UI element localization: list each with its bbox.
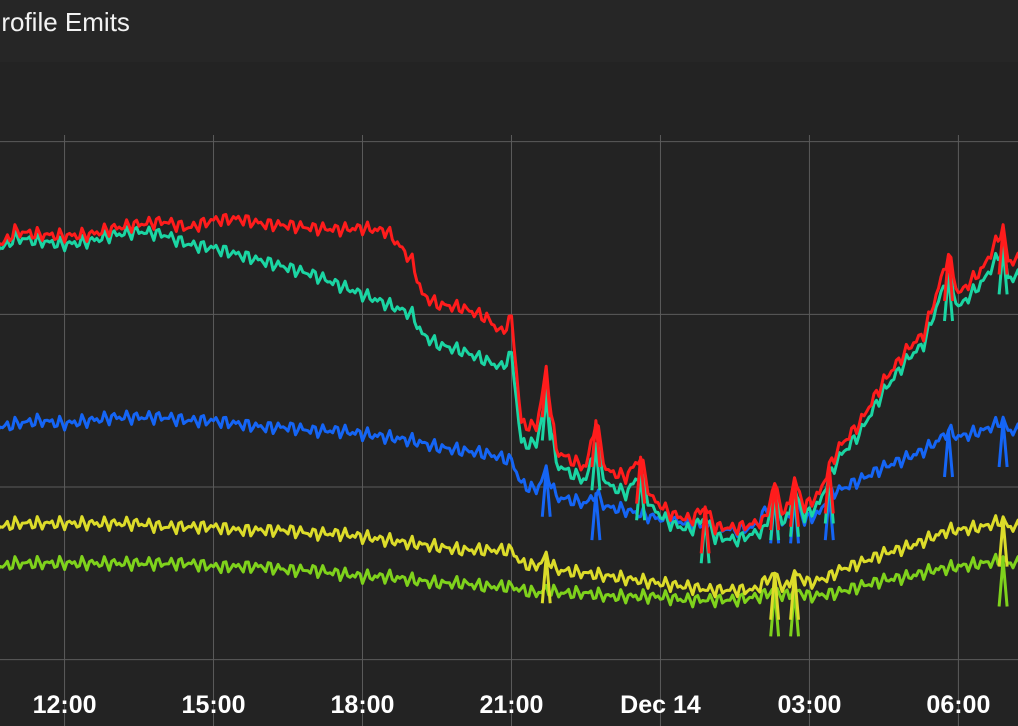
series-line xyxy=(0,225,1018,548)
series-spike xyxy=(769,482,781,531)
x-tick-label: 18:00 xyxy=(331,691,395,719)
x-tick-label: 03:00 xyxy=(777,691,841,719)
series-spike xyxy=(823,465,835,514)
series-spike xyxy=(590,419,602,468)
series-spike xyxy=(997,246,1009,295)
series-spike xyxy=(540,392,552,441)
x-tick-label: 06:00 xyxy=(926,691,990,719)
series-spike xyxy=(540,555,552,604)
series-spike xyxy=(997,419,1009,468)
series-spike xyxy=(769,571,781,620)
series-spike xyxy=(789,571,800,620)
series-spike xyxy=(943,429,954,478)
grid xyxy=(0,135,1018,726)
series-spike xyxy=(943,253,954,302)
series-spike xyxy=(590,492,602,541)
series-spike xyxy=(540,369,552,418)
series-spike xyxy=(789,478,800,527)
series-group xyxy=(0,213,1018,637)
x-tick-label: 12:00 xyxy=(33,691,97,719)
series-line xyxy=(0,514,1018,599)
series-spike xyxy=(997,518,1009,567)
series-spike xyxy=(590,442,602,491)
series-spike xyxy=(699,505,711,554)
x-tick-label: Dec 14 xyxy=(620,691,701,719)
series-spike xyxy=(540,468,552,517)
x-axis: 12:00 15:00 18:00 21:00 Dec 14 03:00 06:00 xyxy=(33,691,991,719)
series-spike xyxy=(997,558,1009,607)
series-line xyxy=(0,213,1018,536)
series-line xyxy=(0,552,1018,609)
series-spike xyxy=(635,455,647,504)
x-tick-label: 15:00 xyxy=(182,691,246,719)
series-spike xyxy=(943,273,954,322)
panel-title: Profile Emits xyxy=(0,7,130,37)
panel-header: Profile Emits xyxy=(0,0,1018,62)
series-line xyxy=(0,409,1018,538)
x-tick-label: 21:00 xyxy=(480,691,544,719)
series-spike xyxy=(997,226,1009,275)
